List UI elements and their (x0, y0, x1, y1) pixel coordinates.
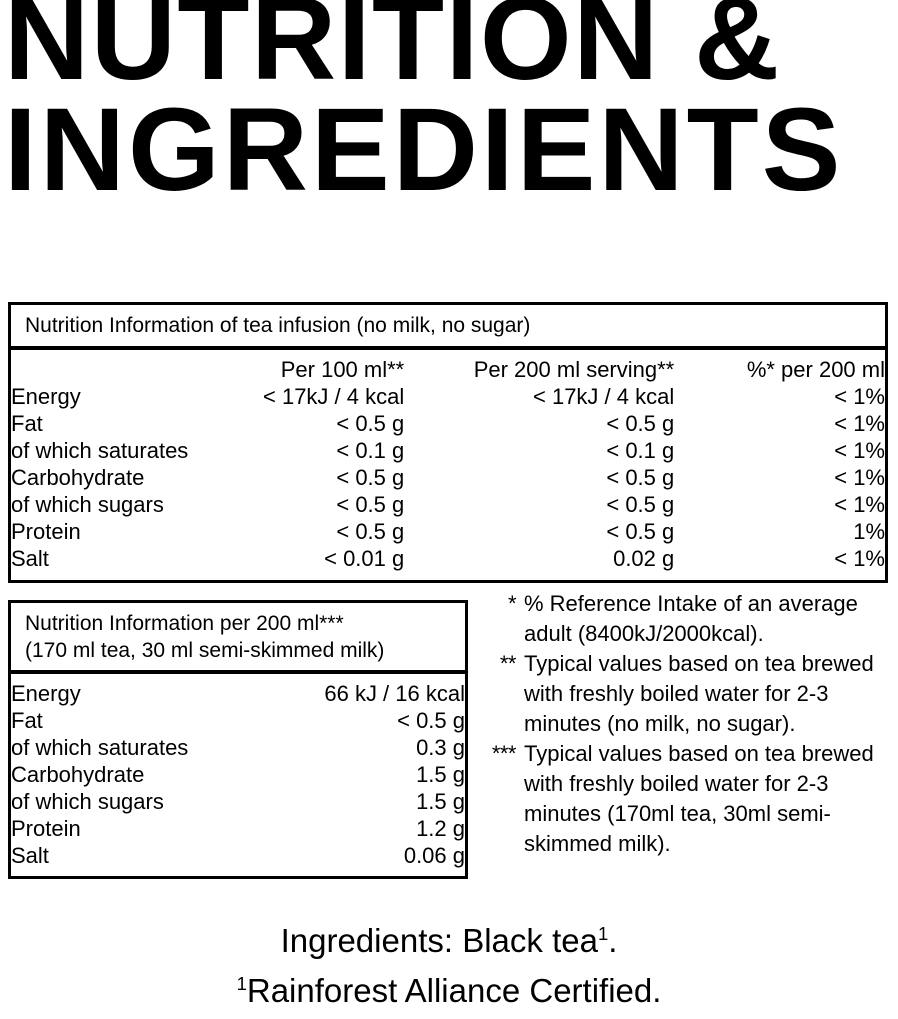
nutrition-table-with-milk: Nutrition Information per 200 ml*** (170… (8, 600, 468, 879)
cell-per-200ml: < 0.5 g (606, 465, 675, 490)
cell-ri-200ml: < 1% (834, 384, 885, 409)
ingredients-section: Ingredients: Black tea1. 1Rainforest All… (0, 916, 898, 1016)
table-caption: Nutrition Information per 200 ml*** (170… (11, 603, 465, 670)
row-label: Salt (11, 546, 49, 571)
ingredients-label: Ingredients: Black tea (280, 922, 598, 959)
page-title-line-1: NUTRITION & (4, 0, 781, 105)
cell-per-100ml: < 0.01 g (324, 546, 405, 571)
table-row: Protein < 0.5 g < 0.5 g 1% (11, 518, 885, 545)
row-label: of which sugars (11, 789, 164, 814)
footnote-text: % Reference Intake of an average adult (… (524, 591, 858, 646)
row-label: Fat (11, 708, 43, 733)
footnotes: * % Reference Intake of an average adult… (484, 589, 894, 859)
cell-value: 0.3 g (416, 735, 465, 760)
table-row: Fat < 0.5 g (11, 707, 465, 734)
cell-per-200ml: < 0.5 g (606, 519, 675, 544)
cell-value: 66 kJ / 16 kcal (324, 681, 465, 706)
cell-ri-200ml: < 1% (834, 465, 885, 490)
table-header-rule (11, 670, 465, 674)
table-row: Protein 1.2 g (11, 815, 465, 842)
nutrition-grid: Per 100 ml** Per 200 ml serving** %* per… (11, 356, 885, 572)
table-header-row: Per 100 ml** Per 200 ml serving** %* per… (11, 356, 885, 383)
cell-per-200ml: < 0.5 g (606, 492, 675, 517)
row-label: Energy (11, 384, 81, 409)
footnote-ref: 1 (236, 973, 247, 994)
cell-per-100ml: < 0.5 g (336, 411, 405, 436)
row-label: of which saturates (11, 438, 189, 463)
table-row: of which sugars < 0.5 g < 0.5 g < 1% (11, 491, 885, 518)
cell-ri-200ml: < 1% (834, 438, 885, 463)
column-header-per-200ml: Per 200 ml serving** (473, 357, 675, 382)
row-label: Carbohydrate (11, 762, 145, 787)
table-caption-line-2: (170 ml tea, 30 ml semi-skimmed milk) (25, 639, 385, 662)
nutrition-grid: Energy 66 kJ / 16 kcal Fat < 0.5 g of wh… (11, 680, 465, 869)
cell-per-200ml: < 17kJ / 4 kcal (533, 384, 675, 409)
row-label: Fat (11, 411, 43, 436)
page-title-line-2: INGREDIENTS (4, 84, 844, 216)
row-label: Protein (11, 816, 81, 841)
ingredients-terminator: . (608, 922, 618, 959)
footnote-item: *** Typical values based on tea brewed w… (484, 739, 894, 859)
table-row: of which saturates < 0.1 g < 0.1 g < 1% (11, 437, 885, 464)
cell-ri-200ml: < 1% (834, 411, 885, 436)
cell-value: 1.5 g (416, 789, 465, 814)
column-header-ri-200ml: %* per 200 ml (746, 357, 885, 382)
table-row: Energy 66 kJ / 16 kcal (11, 680, 465, 707)
footnote-text: Typical values based on tea brewed with … (524, 651, 874, 736)
table-row: Salt < 0.01 g 0.02 g < 1% (11, 545, 885, 572)
table-row: Fat < 0.5 g < 0.5 g < 1% (11, 410, 885, 437)
column-header-per-100ml: Per 100 ml** (280, 357, 405, 382)
cell-per-100ml: < 0.5 g (336, 465, 405, 490)
row-label: of which saturates (11, 735, 189, 760)
cell-value: 1.2 g (416, 816, 465, 841)
cell-value: 0.06 g (403, 843, 465, 868)
row-label: Salt (11, 843, 49, 868)
footnote-marker: * (507, 591, 517, 616)
cell-per-100ml: < 0.5 g (336, 492, 405, 517)
table-row: Carbohydrate 1.5 g (11, 761, 465, 788)
column-header-nutrient (11, 356, 263, 383)
footnote-ref: 1 (597, 923, 609, 944)
footnote-item: ** Typical values based on tea brewed wi… (484, 649, 894, 739)
cell-per-100ml: < 17kJ / 4 kcal (263, 384, 405, 409)
row-label: of which sugars (11, 492, 164, 517)
table-caption: Nutrition Information of tea infusion (n… (25, 314, 531, 337)
table-row: Energy < 17kJ / 4 kcal < 17kJ / 4 kcal <… (11, 383, 885, 410)
cell-ri-200ml: < 1% (834, 546, 885, 571)
cell-value: < 0.5 g (397, 708, 465, 733)
table-caption-line-1: Nutrition Information per 200 ml*** (25, 612, 344, 635)
footnote-text: Typical values based on tea brewed with … (524, 741, 874, 856)
table-row: of which saturates 0.3 g (11, 734, 465, 761)
table-row: Salt 0.06 g (11, 842, 465, 869)
certification-line: 1Rainforest Alliance Certified. (0, 966, 898, 1016)
certification-label: Rainforest Alliance Certified. (246, 972, 662, 1009)
footnote-item: * % Reference Intake of an average adult… (484, 589, 894, 649)
cell-per-100ml: < 0.1 g (336, 438, 405, 463)
table-row: of which sugars 1.5 g (11, 788, 465, 815)
cell-ri-200ml: 1% (853, 519, 885, 544)
cell-value: 1.5 g (416, 762, 465, 787)
cell-per-200ml: 0.02 g (613, 546, 675, 571)
row-label: Protein (11, 519, 81, 544)
cell-per-200ml: < 0.1 g (606, 438, 675, 463)
footnote-marker: ** (499, 651, 517, 676)
row-label: Carbohydrate (11, 465, 145, 490)
footnote-marker: *** (491, 741, 517, 766)
table-header-rule (11, 346, 885, 350)
ingredients-line: Ingredients: Black tea1. (0, 916, 898, 966)
table-row: Carbohydrate < 0.5 g < 0.5 g < 1% (11, 464, 885, 491)
row-label: Energy (11, 681, 81, 706)
cell-ri-200ml: < 1% (834, 492, 885, 517)
cell-per-100ml: < 0.5 g (336, 519, 405, 544)
cell-per-200ml: < 0.5 g (606, 411, 675, 436)
nutrition-table-tea-infusion: Nutrition Information of tea infusion (n… (8, 302, 888, 583)
